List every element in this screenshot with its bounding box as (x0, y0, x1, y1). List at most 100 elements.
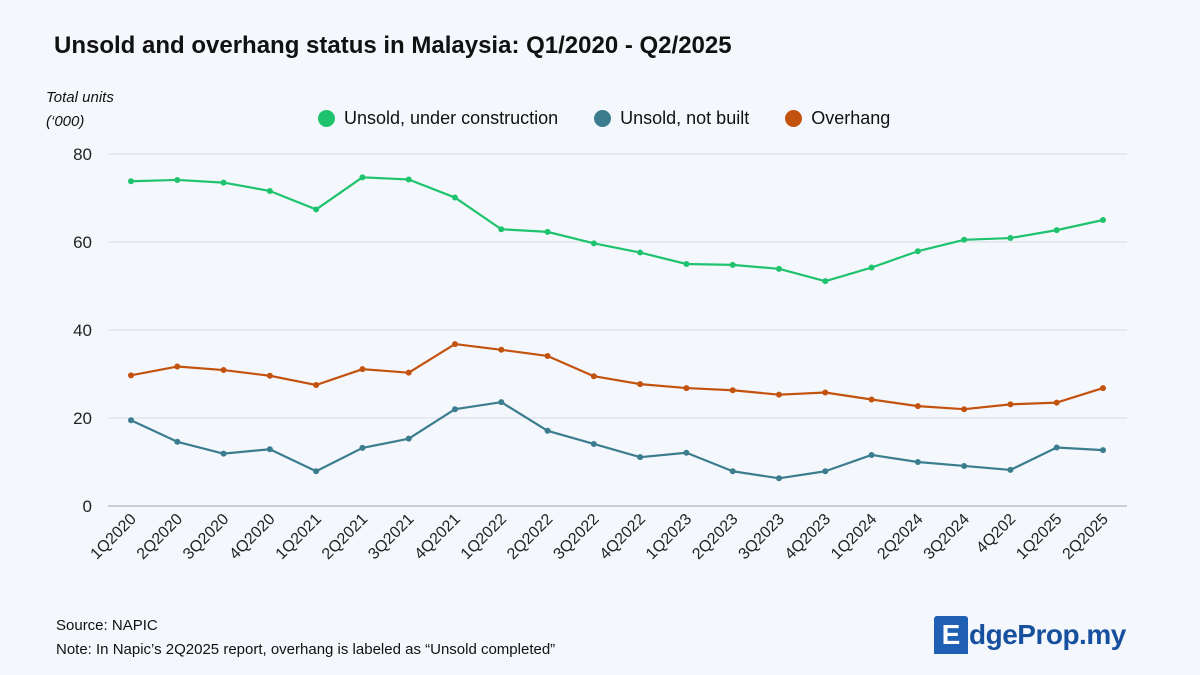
data-point (544, 352, 551, 359)
data-point (266, 187, 273, 194)
x-tick-label: 1Q2021 (273, 511, 325, 563)
data-point (822, 278, 829, 285)
x-tick-label: 3Q2024 (921, 511, 973, 563)
y-axis-label-line1: Total units (46, 89, 114, 106)
x-tick-label: 3Q2020 (180, 511, 232, 563)
x-tick-label: 1Q2022 (458, 511, 510, 563)
logo-mark: E (934, 616, 968, 654)
data-point (729, 468, 736, 475)
data-point (498, 346, 505, 353)
source-note: Source: NAPIC (56, 617, 158, 634)
data-point (1053, 399, 1060, 406)
data-point (961, 406, 968, 413)
data-point (683, 449, 690, 456)
data-point (313, 468, 320, 475)
data-point (220, 179, 227, 186)
line-chart: 0204060801Q20202Q20203Q20204Q20201Q20212… (73, 145, 1127, 563)
legend-swatch-under-construction (318, 110, 335, 127)
data-point (452, 194, 458, 201)
data-point (822, 468, 829, 475)
data-point (128, 178, 134, 185)
data-point (1007, 401, 1014, 408)
data-point (359, 174, 366, 181)
legend-item-not-built: Unsold, not built (594, 108, 749, 129)
data-point (961, 236, 968, 243)
data-point (405, 369, 412, 376)
y-axis-label: Total units (‘000) (46, 86, 114, 134)
data-point (174, 363, 181, 370)
series-line-1 (130, 401, 1104, 480)
data-point (914, 248, 921, 255)
legend-label-not-built: Unsold, not built (620, 108, 750, 128)
y-tick-label: 80 (73, 145, 92, 164)
data-point (452, 406, 458, 413)
x-tick-label: 2Q2021 (319, 511, 371, 563)
data-point (683, 385, 690, 392)
x-tick-label: 1Q2024 (828, 511, 880, 563)
data-point (961, 462, 968, 469)
data-point (174, 176, 181, 183)
data-point (1053, 227, 1060, 234)
data-point (1007, 235, 1014, 242)
data-point (1100, 217, 1106, 223)
x-tick-label: 4Q2020 (226, 511, 278, 563)
data-point (1007, 466, 1014, 473)
x-tick-label: 4Q2021 (412, 511, 464, 563)
data-point (313, 206, 320, 213)
y-axis-label-line2: (‘000) (46, 113, 85, 130)
data-point (1100, 385, 1106, 392)
y-tick-label: 0 (83, 497, 92, 516)
x-tick-label: 2Q2024 (874, 511, 926, 563)
data-point (914, 403, 921, 410)
data-point (776, 391, 782, 398)
data-point (405, 176, 412, 183)
legend-label-under-construction: Unsold, under construction (344, 108, 559, 128)
x-tick-label: 2Q2020 (134, 511, 186, 563)
data-point (313, 382, 320, 388)
data-point (128, 372, 134, 379)
x-tick-label: 2Q2025 (1060, 511, 1112, 563)
data-point (822, 389, 829, 396)
data-point (868, 396, 875, 403)
data-point (544, 427, 551, 434)
data-point (1100, 447, 1106, 454)
data-point (590, 240, 597, 247)
chart-legend: Unsold, under construction Unsold, not b… (318, 108, 890, 129)
data-point (359, 444, 366, 451)
data-point (266, 372, 273, 379)
x-tick-label: 1Q2023 (643, 511, 695, 563)
data-point (590, 373, 597, 380)
x-tick-label: 2Q2022 (504, 511, 556, 563)
legend-item-under-construction: Unsold, under construction (318, 108, 558, 129)
data-point (498, 399, 505, 406)
x-tick-label: 4Q2022 (597, 511, 649, 563)
data-point (544, 228, 551, 235)
x-tick-label: 2Q2023 (689, 511, 741, 563)
x-tick-label: 3Q2022 (550, 511, 602, 563)
data-point (683, 261, 690, 267)
data-point (637, 381, 644, 388)
edgeprop-logo: E dgeProp.my (934, 616, 1126, 654)
legend-label-overhang: Overhang (811, 108, 891, 128)
x-tick-label: 4Q202 (973, 511, 1019, 557)
data-point (776, 475, 782, 482)
x-tick-label: 4Q2023 (782, 511, 834, 563)
data-point (637, 249, 644, 256)
data-point (498, 226, 505, 233)
series-line-0 (130, 176, 1104, 283)
y-tick-label: 60 (73, 233, 92, 252)
data-point (776, 265, 782, 272)
data-point (637, 454, 644, 461)
y-tick-label: 20 (73, 409, 92, 428)
data-point (359, 366, 366, 373)
legend-item-overhang: Overhang (785, 108, 890, 129)
x-tick-label: 3Q2023 (736, 511, 788, 563)
legend-swatch-overhang (785, 110, 803, 127)
footnote: Note: In Napic’s 2Q2025 report, overhang… (56, 641, 556, 658)
data-point (405, 435, 412, 442)
data-point (174, 438, 181, 445)
chart-title: Unsold and overhang status in Malaysia: … (54, 32, 732, 59)
x-tick-label: 3Q2021 (365, 511, 417, 563)
y-tick-label: 40 (73, 321, 92, 340)
data-point (220, 450, 227, 457)
